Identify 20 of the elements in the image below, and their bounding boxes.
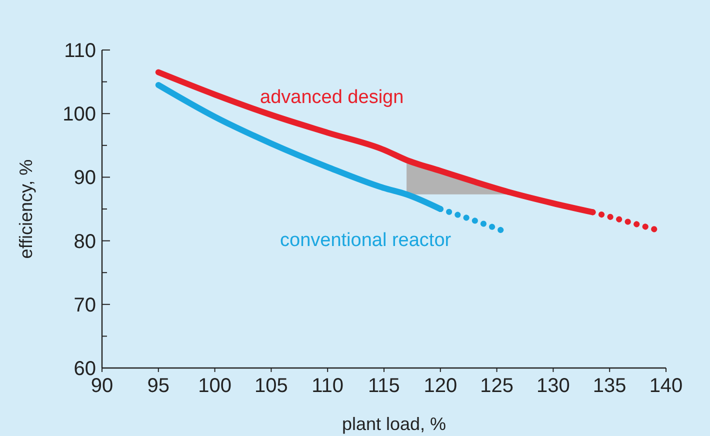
x-tick-label: 90 <box>90 375 114 397</box>
x-tick-label: 130 <box>536 375 570 397</box>
y-tick-label: 110 <box>64 40 96 62</box>
x-tick-label: 105 <box>254 375 288 397</box>
x-tick-label: 100 <box>198 375 232 397</box>
x-tick-label: 140 <box>649 375 683 397</box>
y-tick-label: 100 <box>62 104 96 126</box>
x-tick-label: 95 <box>147 375 170 397</box>
x-tick-label: 110 <box>312 375 344 397</box>
x-tick-label: 135 <box>592 375 626 397</box>
series-label: conventional reactor <box>280 230 452 251</box>
x-tick-label: 125 <box>480 375 514 397</box>
y-tick-label: 90 <box>74 167 96 190</box>
y-tick-label: 70 <box>74 294 96 316</box>
x-axis-title: plant load, % <box>342 414 446 434</box>
y-tick-label: 80 <box>74 230 96 253</box>
series-label: advanced design <box>260 87 404 108</box>
x-tick-label: 120 <box>424 375 458 397</box>
y-axis-title: efficiency, % <box>16 159 36 259</box>
x-tick-label: 115 <box>368 375 400 397</box>
